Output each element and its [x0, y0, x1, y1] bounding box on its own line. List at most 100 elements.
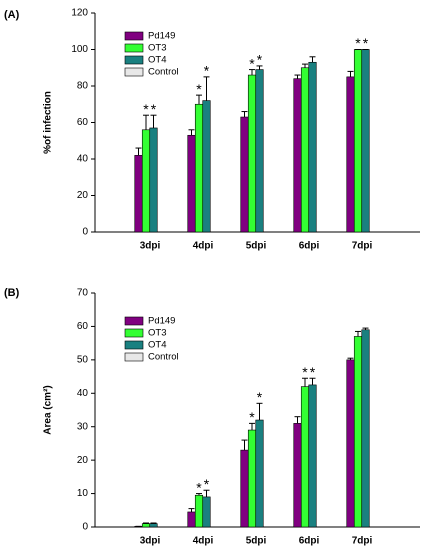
error-bar: [355, 330, 361, 337]
legend-swatch: [124, 43, 144, 53]
bar: [141, 523, 151, 528]
error-bar: [309, 56, 316, 63]
error-bar: [362, 327, 369, 330]
error-bar: [241, 439, 248, 451]
legend-label: OT4: [148, 340, 166, 351]
legend-swatch: [124, 328, 144, 338]
panel-label: (B): [4, 287, 20, 299]
significance-star: *: [257, 389, 263, 405]
x-tick-label: 7dpi: [352, 536, 373, 547]
bar: [293, 423, 302, 528]
bar: [149, 127, 158, 233]
error-bar: [347, 70, 354, 77]
y-tick-label: 40: [77, 388, 89, 399]
error-bar: [196, 94, 202, 105]
significance-star: *: [249, 409, 255, 425]
x-tick-label: 5dpi: [246, 536, 267, 547]
error-bar: [150, 114, 157, 128]
legend-label: Control: [148, 67, 179, 78]
significance-star: *: [204, 476, 210, 492]
error-bar: [302, 377, 308, 387]
error-bar: [203, 76, 210, 101]
y-tick-label: 0: [82, 227, 88, 238]
bar: [247, 74, 257, 233]
y-tick-label: 80: [77, 81, 89, 92]
y-tick-label: 0: [82, 522, 88, 533]
y-tick-label: 20: [77, 190, 89, 201]
significance-star: *: [302, 364, 308, 380]
bar: [187, 134, 196, 233]
significance-star: *: [196, 81, 202, 97]
error-bar: [302, 63, 308, 68]
x-tick-label: 6dpi: [299, 241, 320, 252]
significance-star: *: [143, 101, 149, 117]
significance-star: *: [196, 479, 202, 495]
bar: [300, 386, 310, 528]
bar: [361, 329, 370, 528]
legend-label: Control: [148, 352, 179, 363]
y-axis-label: Area (cm²): [43, 385, 54, 434]
y-tick-label: 40: [77, 154, 89, 165]
bar: [187, 511, 196, 528]
bar: [202, 496, 211, 528]
panel-label: (A): [4, 9, 20, 21]
x-tick-label: 4dpi: [193, 241, 214, 252]
x-tick-label: 4dpi: [193, 536, 214, 547]
bar: [141, 129, 151, 233]
bar: [346, 76, 355, 233]
bar: [346, 359, 355, 528]
bar: [247, 429, 257, 528]
error-bar: [150, 522, 157, 524]
error-bar: [294, 74, 301, 79]
significance-star: *: [310, 364, 316, 380]
legend-swatch: [124, 67, 144, 77]
bar: [255, 69, 264, 233]
bar: [149, 523, 158, 528]
error-bar: [196, 493, 202, 496]
legend-swatch: [124, 31, 144, 41]
significance-star: *: [363, 35, 369, 51]
error-bar: [347, 357, 354, 360]
y-tick-label: 30: [77, 421, 89, 432]
error-bar: [249, 422, 255, 431]
bar: [240, 449, 249, 528]
bar: [194, 494, 204, 528]
y-tick-label: 50: [77, 354, 89, 365]
legend-label: Pd149: [148, 31, 175, 42]
y-tick-label: 120: [71, 8, 88, 19]
error-bar: [256, 65, 263, 70]
bar: [308, 61, 317, 233]
legend-swatch: [124, 340, 144, 350]
bar: [255, 419, 264, 528]
bar: [361, 49, 370, 233]
significance-star: *: [204, 63, 210, 79]
error-bar: [256, 402, 263, 421]
x-tick-label: 7dpi: [352, 241, 373, 252]
legend-swatch: [124, 352, 144, 362]
y-tick-label: 60: [77, 321, 89, 332]
y-tick-label: 100: [71, 44, 88, 55]
legend-swatch: [124, 316, 144, 326]
bar: [308, 384, 317, 528]
x-tick-label: 3dpi: [140, 241, 161, 252]
bar: [353, 336, 363, 528]
error-bar: [309, 377, 316, 385]
bar: [240, 116, 249, 233]
significance-star: *: [257, 52, 263, 68]
bar: [300, 67, 310, 233]
y-tick-label: 20: [77, 455, 89, 466]
legend-label: OT3: [148, 328, 166, 339]
legend-label: Pd149: [148, 316, 175, 327]
y-tick-label: 70: [77, 288, 89, 299]
error-bar: [188, 508, 195, 512]
error-bar: [188, 129, 195, 136]
x-tick-label: 5dpi: [246, 241, 267, 252]
legend-label: OT4: [148, 55, 166, 66]
bar: [194, 103, 204, 233]
significance-star: *: [151, 101, 157, 117]
error-bar: [249, 69, 255, 76]
bar: [353, 49, 363, 233]
y-tick-label: 60: [77, 117, 89, 128]
error-bar: [143, 522, 149, 524]
